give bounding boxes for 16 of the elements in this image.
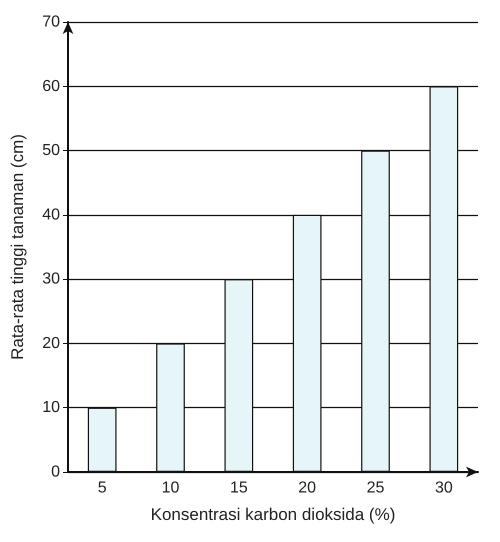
y-tick-label: 40: [42, 206, 60, 224]
x-tick-label: 20: [298, 480, 316, 496]
y-tick-label: 30: [42, 270, 60, 288]
y-tick-label: 60: [42, 78, 60, 95]
x-tick-label: 5: [98, 480, 107, 496]
y-axis-title: Rata-rata tinggi tanaman (cm): [8, 134, 27, 360]
x-tick-label: 15: [230, 480, 248, 496]
y-tick-label: 50: [42, 142, 60, 160]
y-tick-label: 20: [42, 334, 60, 352]
x-axis-title: Konsentrasi karbon dioksida (%): [150, 505, 396, 524]
y-tick-label: 70: [42, 14, 60, 30]
x-tick-label: 30: [434, 480, 453, 496]
y-tick-label: 10: [42, 399, 60, 416]
y-tick-label: 0: [51, 464, 60, 480]
x-tick-label: 25: [366, 480, 384, 496]
x-tick-label: 10: [162, 480, 180, 496]
